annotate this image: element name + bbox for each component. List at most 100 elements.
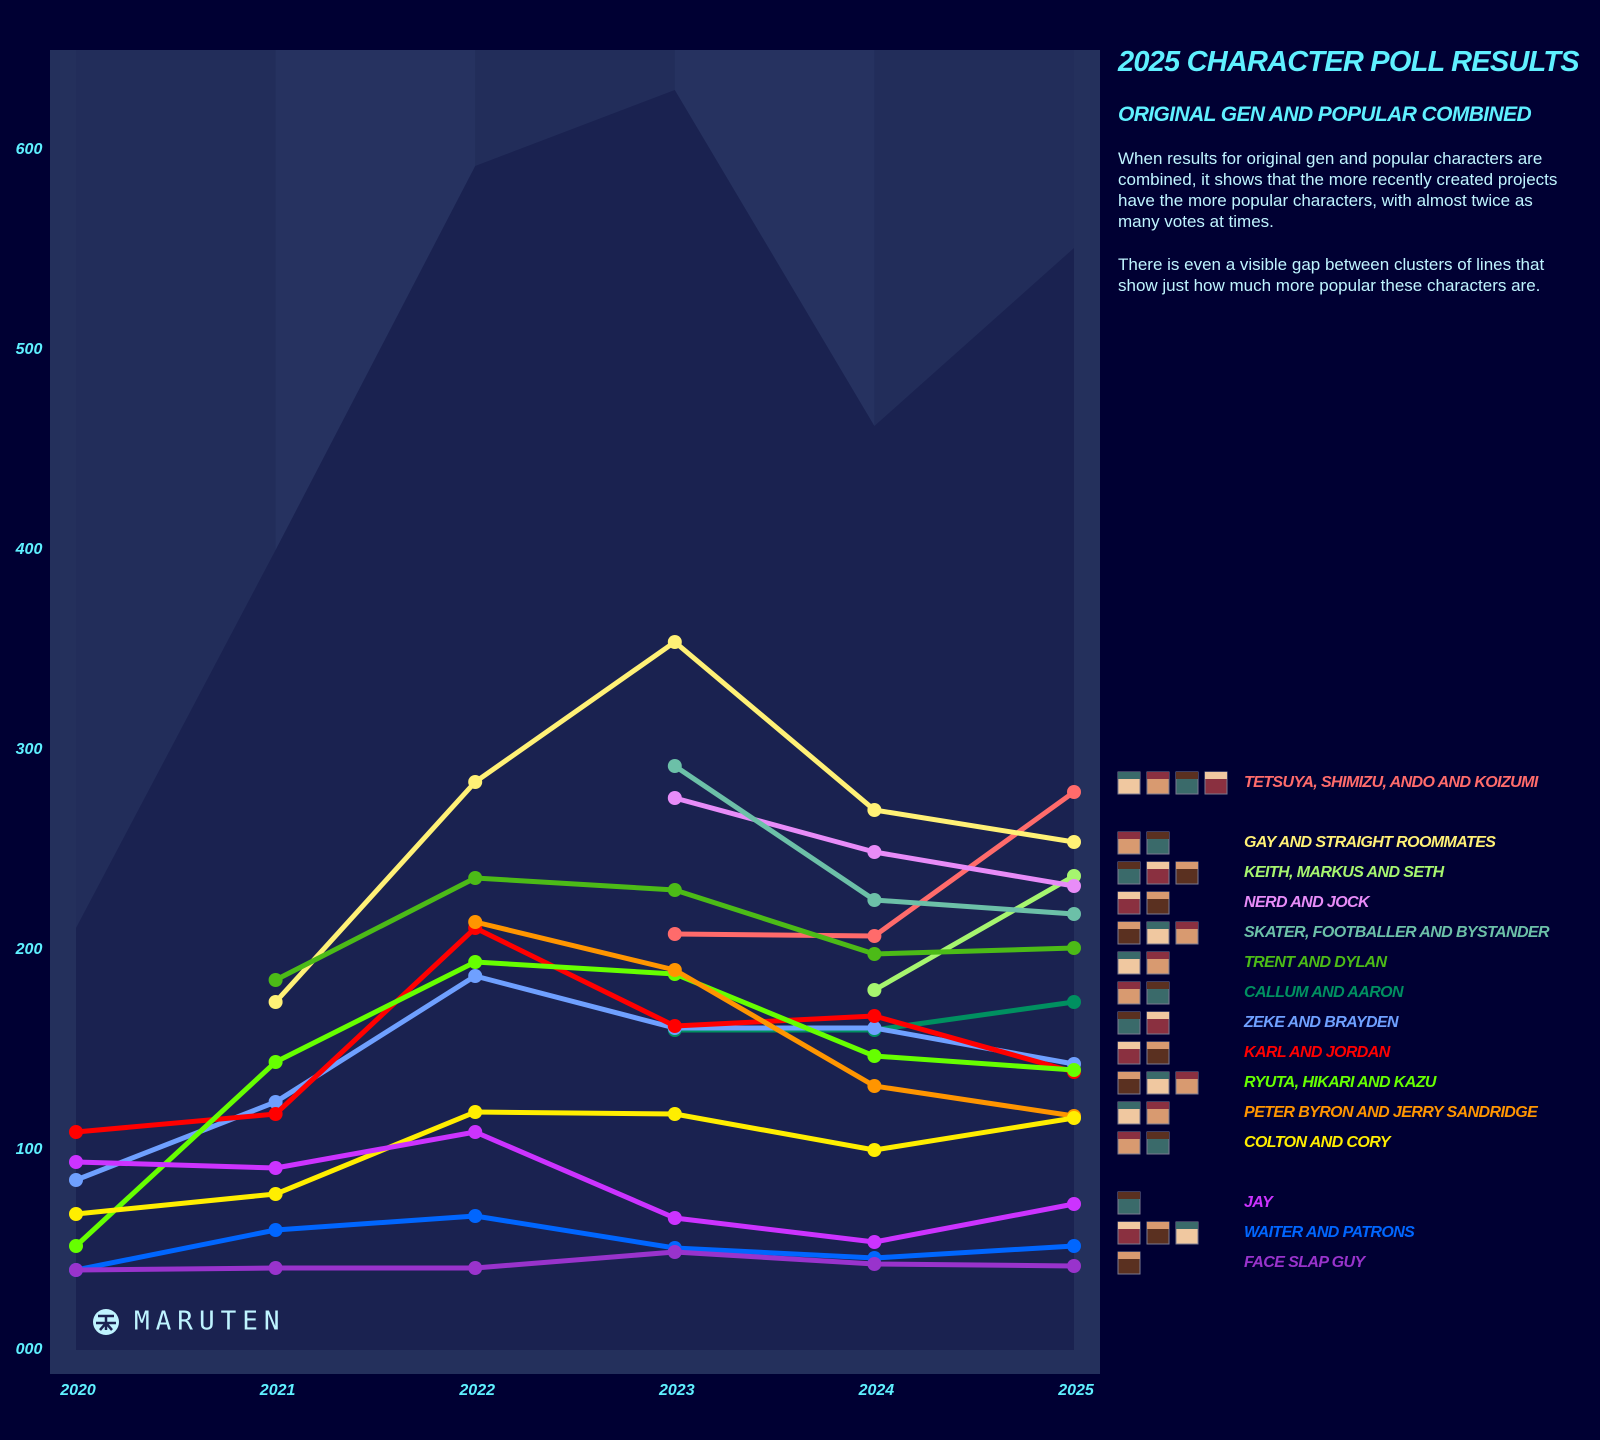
legend-label: CALLUM AND AARON — [1244, 984, 1404, 1001]
data-point — [1067, 1259, 1081, 1273]
legend-entry: GAY AND STRAIGHT ROOMMATES — [1117, 831, 1497, 855]
legend-label: ZEKE AND BRAYDEN — [1243, 1014, 1399, 1031]
legend-icon-hair — [1147, 1012, 1169, 1019]
data-point — [468, 915, 483, 929]
legend-icon-hair — [1147, 1222, 1169, 1229]
data-point — [268, 1107, 283, 1121]
legend-icon-hair — [1118, 892, 1140, 899]
data-point — [667, 1019, 682, 1033]
watermark: MARUTEN — [134, 1307, 286, 1337]
data-point — [867, 1009, 882, 1023]
data-point — [468, 1125, 483, 1139]
legend-entry: KARL AND JORDAN — [1117, 1041, 1391, 1065]
legend-entry: JAY — [1117, 1191, 1275, 1215]
legend-label: FACE SLAP GUY — [1244, 1254, 1366, 1271]
data-point — [268, 1187, 283, 1201]
series-line — [73, 1109, 1077, 1217]
legend-entry: FACE SLAP GUY — [1117, 1251, 1367, 1275]
legend-icon-hair — [1147, 1102, 1169, 1109]
y-tick-label: 100 — [16, 1141, 43, 1158]
x-tick-label: 2020 — [59, 1382, 96, 1399]
x-tick-label: 2022 — [458, 1382, 495, 1399]
chart-title: 2025 CHARACTER POLL RESULTS — [1118, 46, 1580, 78]
data-point — [667, 1211, 682, 1225]
series-line — [73, 925, 1077, 1135]
legend-icon-hair — [1147, 982, 1169, 989]
data-point — [667, 635, 682, 649]
series-line — [73, 959, 1077, 1249]
legend-label: KARL AND JORDAN — [1244, 1044, 1391, 1061]
series-line — [73, 1129, 1077, 1245]
legend-icon-hair — [1118, 1102, 1140, 1109]
legend-icon-hair — [1147, 892, 1169, 899]
y-tick-label: 600 — [16, 141, 43, 158]
data-point — [468, 969, 483, 983]
legend-icon-hair — [1176, 1072, 1198, 1079]
legend-icon-hair — [1147, 1132, 1169, 1139]
legend-icon-hair — [1147, 862, 1169, 869]
series-line — [472, 919, 1077, 1119]
legend-entry: ZEKE AND BRAYDEN — [1117, 1011, 1400, 1035]
data-point — [1067, 1197, 1081, 1211]
data-point — [1067, 1111, 1081, 1125]
series-line — [871, 873, 1077, 993]
data-point — [268, 1223, 283, 1237]
data-point — [69, 1125, 83, 1139]
legend-label: GAY AND STRAIGHT ROOMMATES — [1244, 834, 1496, 851]
data-point — [667, 759, 682, 773]
data-point — [69, 1263, 83, 1277]
data-point — [69, 1239, 83, 1253]
description: There is even a visible gap between clus… — [1118, 255, 1545, 295]
data-point — [69, 1173, 83, 1187]
x-tick-label: 2023 — [658, 1382, 695, 1399]
legend-label: TRENT AND DYLAN — [1244, 954, 1387, 971]
data-point — [468, 955, 483, 969]
data-point — [667, 927, 682, 941]
legend-label: NERD AND JOCK — [1244, 894, 1371, 911]
data-point — [1067, 835, 1081, 849]
data-point — [867, 1079, 882, 1093]
data-point — [867, 893, 882, 907]
legend-icon-hair — [1118, 922, 1140, 929]
legend-entry: RYUTA, HIKARI AND KAZU — [1117, 1071, 1437, 1095]
data-point — [268, 1095, 283, 1109]
y-tick-label: 400 — [15, 541, 43, 558]
data-point — [1067, 1239, 1081, 1253]
legend-entry: WAITER AND PATRONS — [1117, 1221, 1416, 1245]
legend-label: KEITH, MARKUS AND SETH — [1244, 864, 1445, 881]
data-point — [268, 1261, 283, 1275]
logo-glyph — [96, 1314, 116, 1331]
data-point — [1067, 879, 1081, 893]
data-point — [667, 963, 682, 977]
legend-label: RYUTA, HIKARI AND KAZU — [1244, 1074, 1437, 1091]
data-point — [468, 1105, 483, 1119]
legend-icon-hair — [1205, 772, 1227, 779]
data-point — [468, 871, 483, 885]
data-point — [667, 1245, 682, 1259]
legend-icon-hair — [1118, 772, 1140, 779]
legend-icon-hair — [1118, 1042, 1140, 1049]
legend-label: SKATER, FOOTBALLER AND BYSTANDER — [1244, 924, 1550, 941]
data-point — [268, 1055, 283, 1069]
data-point — [268, 1161, 283, 1175]
legend-entry: PETER BYRON AND JERRY SANDRIDGE — [1117, 1101, 1540, 1125]
legend-icon-hair — [1147, 1072, 1169, 1079]
legend-entry: KEITH, MARKUS AND SETH — [1117, 861, 1445, 885]
data-point — [667, 883, 682, 897]
data-point — [867, 1143, 882, 1157]
series-line — [73, 1249, 1077, 1273]
legend-entry: NERD AND JOCK — [1117, 891, 1372, 915]
description: When results for original gen and popula… — [1118, 149, 1558, 231]
x-tick-label: 2024 — [858, 1382, 895, 1399]
data-point — [867, 845, 882, 859]
data-point — [1067, 1063, 1081, 1077]
data-point — [69, 1155, 83, 1169]
data-point — [468, 1261, 483, 1275]
data-point — [867, 947, 882, 961]
data-point — [1067, 941, 1081, 955]
chart-subtitle: ORIGINAL GEN AND POPULAR COMBINED — [1118, 103, 1532, 126]
data-point — [468, 1209, 483, 1223]
legend-icon-hair — [1176, 922, 1198, 929]
legend-icon-hair — [1118, 1252, 1140, 1259]
